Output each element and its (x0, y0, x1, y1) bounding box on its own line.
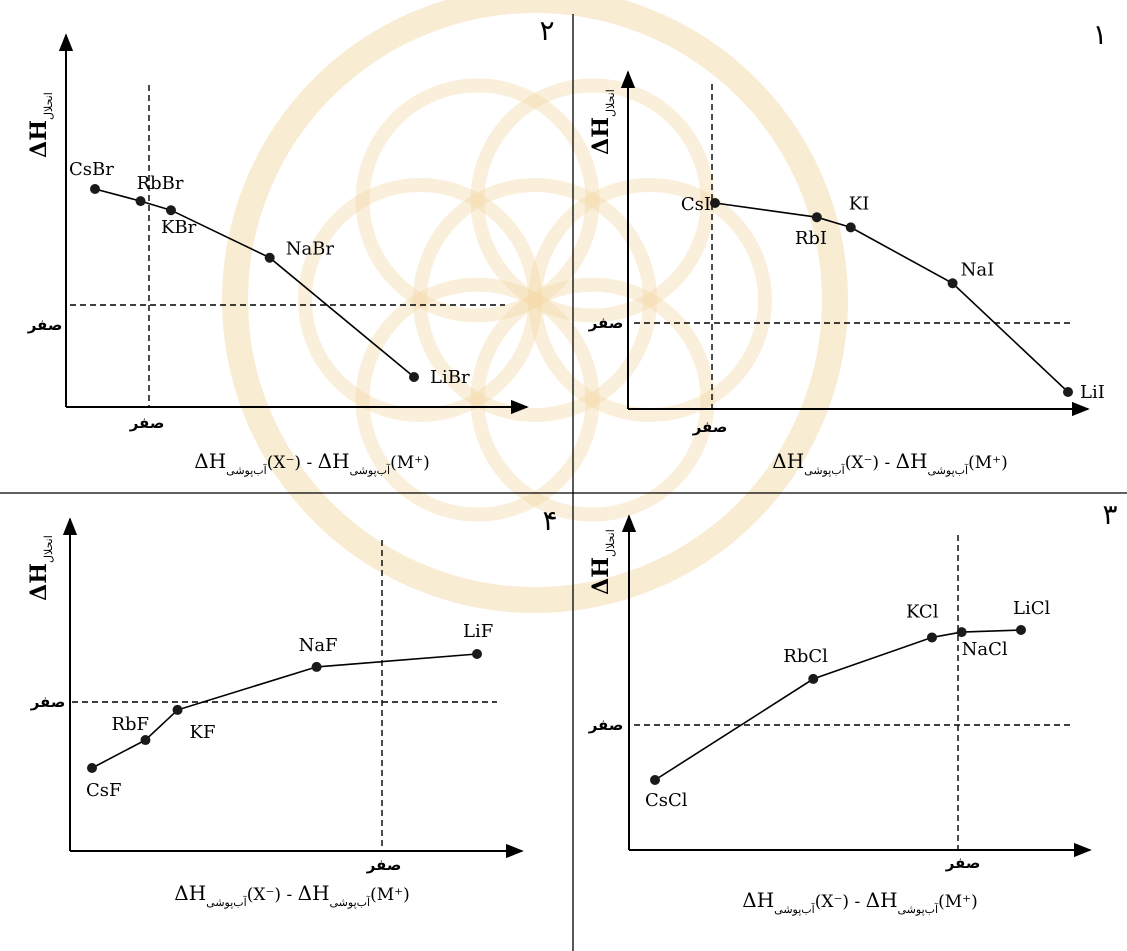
data-label-kf: KF (190, 722, 216, 743)
data-point-libr (409, 372, 419, 382)
data-point-rbi (811, 212, 822, 223)
watermark-petal (528, 178, 772, 422)
data-label-kcl: KCl (906, 601, 939, 622)
data-point-csbr (90, 184, 100, 194)
data-label-lif: LiF (463, 621, 493, 642)
watermark-ring (222, 0, 848, 613)
x-zero-label: صفر (366, 856, 402, 874)
watermark-petal (470, 277, 715, 522)
data-label-ki: KI (849, 193, 870, 214)
data-point-cscl (650, 775, 660, 785)
data-point-lii (1063, 387, 1073, 397)
data-label-csbr: CsBr (69, 159, 114, 180)
data-point-kcl (926, 632, 937, 643)
data-point-csf (87, 763, 97, 773)
data-label-nabr: NaBr (286, 239, 335, 260)
data-label-rbf: RbF (111, 714, 149, 735)
y-zero-label: صفر (588, 314, 624, 332)
chart-panel-4: صفر صفر ۴ ΔHانحلال ΔHآب‌پوشی(X⁻) - ΔHآب‌پوشی… (26, 504, 558, 909)
data-label-rbbr: RbBr (137, 173, 184, 194)
panel-number: ۲ (539, 14, 554, 47)
data-point-nacl (956, 627, 967, 638)
y-axis-label: ΔHانحلال (588, 529, 617, 595)
data-label-rbcl: RbCl (783, 646, 828, 667)
data-label-csi: CsI (681, 194, 711, 215)
data-label-lii: LiI (1080, 382, 1105, 403)
x-zero-label: صفر (945, 854, 981, 872)
chart-panel-1: صفر صفر ۱ ΔHانحلال ΔHآب‌پوشی(X⁻) - ΔHآب‌پوشی… (588, 18, 1108, 477)
data-point-nai (947, 278, 958, 289)
chart-panels: صفر صفر ۱ ΔHانحلال ΔHآب‌پوشی(X⁻) - ΔHآب‌پوشی… (26, 14, 1118, 916)
y-axis-label: ΔHانحلال (26, 92, 55, 158)
series-line (91, 653, 478, 769)
data-label-libr: LiBr (430, 367, 470, 388)
watermark-petal (355, 78, 600, 323)
x-axis-label: ΔHآب‌پوشی(X⁻) - ΔHآب‌پوشی(M⁺) (174, 881, 409, 909)
y-zero-label: صفر (588, 716, 624, 734)
chart-panel-2: صفر صفر ۲ ΔHانحلال ΔHآب‌پوشی(X⁻) - ΔHآب‌پوشی… (26, 14, 555, 477)
chart-panel-3: صفر صفر ۳ ΔHانحلال ΔHآب‌پوشی(X⁻) - ΔHآب‌پوشی… (588, 498, 1118, 916)
panel-number: ۱ (1092, 18, 1107, 51)
watermark-petal (470, 78, 715, 323)
data-point-rbbr (135, 196, 146, 207)
panel-number: ۴ (542, 504, 557, 537)
watermark-petal (298, 178, 542, 422)
data-label-kbr: KBr (161, 217, 197, 238)
data-point-nabr (264, 252, 275, 263)
watermark-logo (222, 0, 848, 613)
y-zero-label: صفر (27, 316, 63, 334)
data-label-cscl: CsCl (645, 790, 688, 811)
data-label-rbi: RbI (795, 228, 827, 249)
data-point-licl (1016, 625, 1026, 635)
data-label-nai: NaI (961, 259, 995, 280)
x-axis-label: ΔHآب‌پوشی(X⁻) - ΔHآب‌پوشی(M⁺) (194, 449, 429, 477)
data-point-rbf (140, 735, 151, 746)
data-point-csi (710, 198, 720, 208)
data-label-nacl: NaCl (962, 639, 1008, 660)
x-axis-label: ΔHآب‌پوشی(X⁻) - ΔHآب‌پوشی(M⁺) (772, 449, 1007, 477)
data-point-kf (172, 704, 183, 715)
watermark-center (413, 178, 657, 422)
y-zero-label: صفر (30, 693, 66, 711)
x-zero-label: صفر (129, 414, 165, 432)
panel-number: ۳ (1102, 498, 1117, 531)
data-label-licl: LiCl (1013, 598, 1050, 619)
data-point-ki (845, 222, 856, 233)
panel-dividers (0, 14, 1127, 951)
x-axis-label: ΔHآب‌پوشی(X⁻) - ΔHآب‌پوشی(M⁺) (742, 888, 977, 916)
data-label-naf: NaF (299, 635, 338, 656)
y-axis-label: ΔHانحلال (588, 89, 617, 155)
y-axis-label: ΔHانحلال (26, 535, 55, 601)
x-zero-label: صفر (692, 418, 728, 436)
data-point-naf (311, 661, 322, 672)
data-point-kbr (165, 205, 176, 216)
data-point-rbcl (808, 673, 819, 684)
data-point-lif (472, 649, 482, 659)
data-label-csf: CsF (86, 780, 122, 801)
watermark-petal (355, 277, 600, 522)
